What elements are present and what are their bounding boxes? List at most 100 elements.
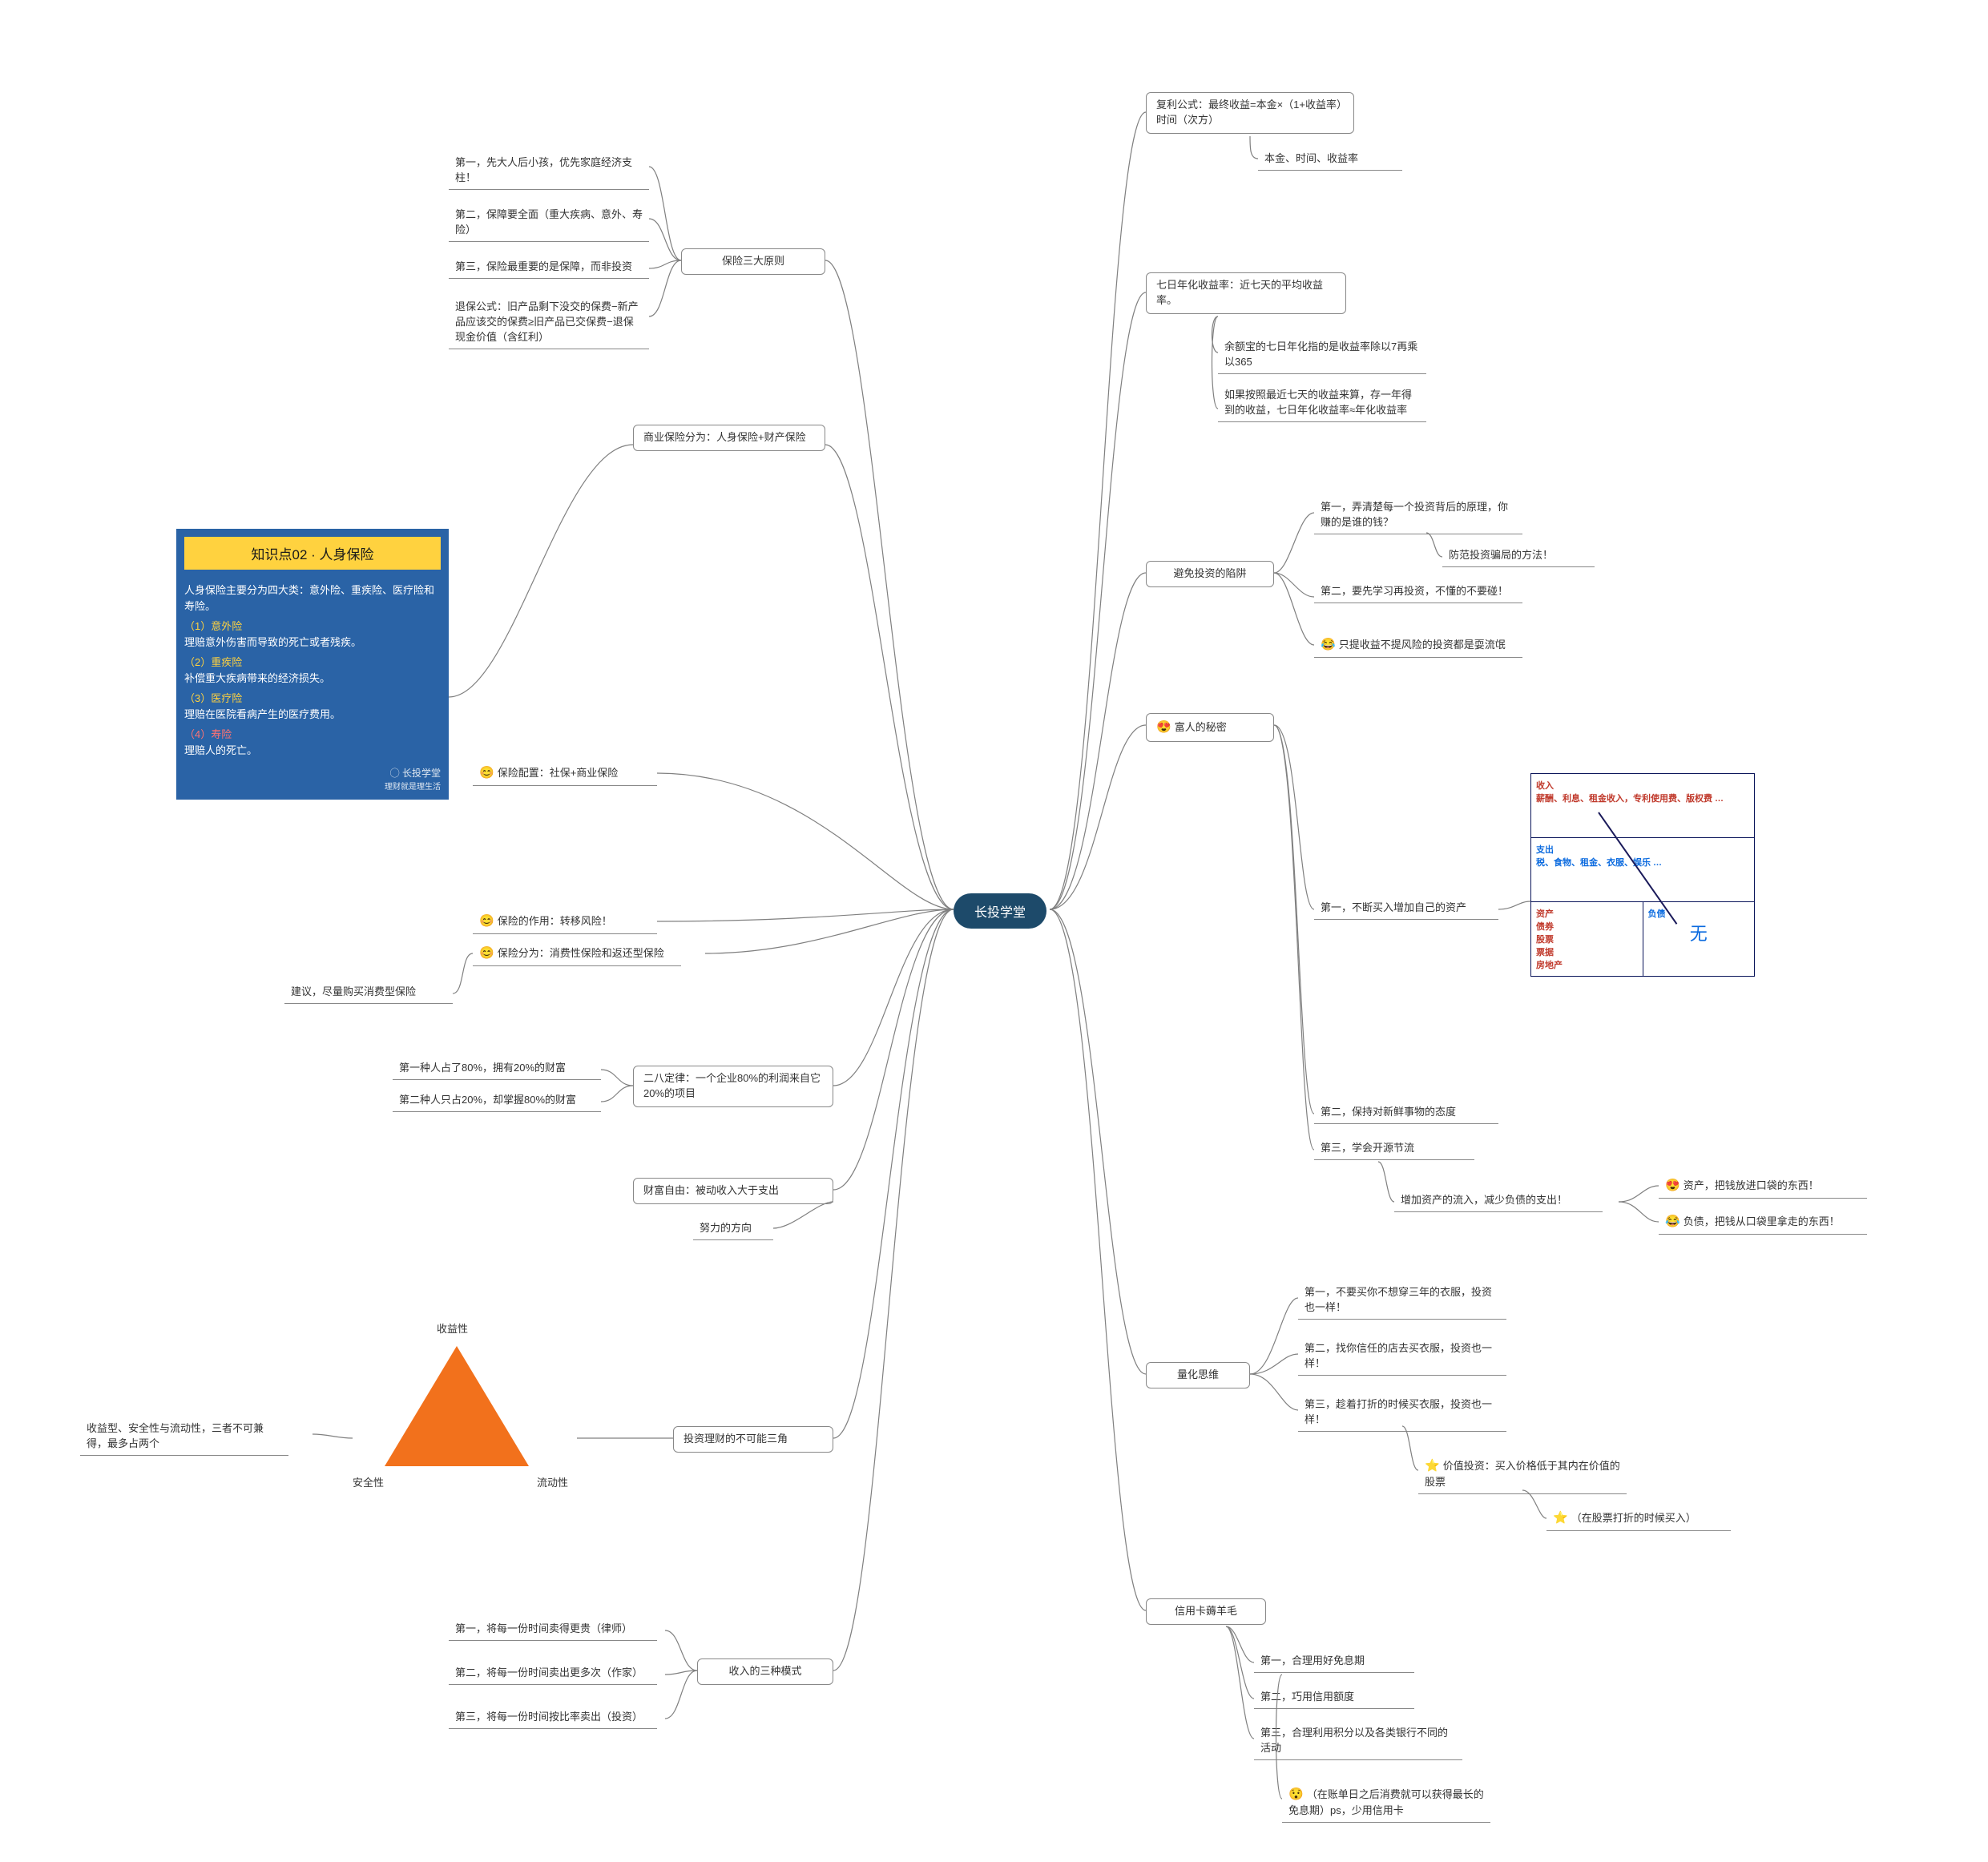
leaf: 余额宝的七日年化指的是收益率除以7再乘以365: [1218, 337, 1426, 374]
t: 第二，保持对新鲜事物的态度: [1321, 1106, 1456, 1118]
b: 无: [1648, 920, 1750, 945]
leaf: 防范投资骗局的方法！: [1442, 545, 1595, 567]
t: 第二，要先学习再投资，不懂的不要碰！: [1321, 585, 1508, 597]
leaf: 第一，先大人后小孩，优先家庭经济支柱！: [449, 152, 649, 190]
node-income-modes: 收入的三种模式: [697, 1658, 833, 1685]
leaf: 😊 保险分为：消费性保险和返还型保险: [473, 941, 681, 966]
node-avoid-trap: 避免投资的陷阱: [1146, 561, 1274, 587]
node-financial-freedom: 财富自由：被动收入大于支出: [633, 1178, 833, 1204]
info-card-insurance: 知识点02 · 人身保险 人身保险主要分为四大类：意外险、重疾险、医疗险和寿险。…: [176, 529, 449, 800]
t: 第三，将每一份时间按比率卖出（投资）: [455, 1711, 643, 1723]
t: 收入的三种模式: [728, 1665, 801, 1677]
node-commercial-insurance: 商业保险分为：人身保险+财产保险: [633, 425, 825, 451]
emoji: 😍: [1156, 720, 1171, 734]
t: 保险分为：消费性保险和返还型保险: [498, 947, 664, 959]
t: 财富自由：被动收入大于支出: [643, 1184, 779, 1196]
label: 保险三大原则: [722, 255, 784, 267]
node-compound: 复利公式：最终收益=本金×（1+收益率）时间（次方）: [1146, 92, 1354, 134]
leaf: 退保公式：旧产品剩下没交的保费−新产品应该交的保费≥旧产品已交保费−退保现金价值…: [449, 296, 649, 349]
leaf: ⭐价值投资：买入价格低于其内在价值的股票: [1418, 1454, 1627, 1494]
t: 第二，巧用信用额度: [1260, 1691, 1354, 1703]
t: 第三，学会开源节流: [1321, 1142, 1414, 1154]
root-text: 长投学堂: [974, 906, 1026, 920]
b: 税、食物、租金、衣服、娱乐 …: [1536, 858, 1662, 868]
leaf: 第三，将每一份时间按比率卖出（投资）: [449, 1707, 657, 1729]
t: 资产: [1536, 909, 1554, 919]
leaf: 第一，不要买你不想穿三年的衣服，投资也一样！: [1298, 1282, 1506, 1320]
t: 第二种人只占20%，却掌握80%的财富: [399, 1094, 576, 1106]
leaf: 第二种人只占20%，却掌握80%的财富: [393, 1090, 601, 1112]
emoji: 😊: [479, 946, 494, 960]
node-impossible-triangle: 投资理财的不可能三角: [673, 1426, 833, 1453]
root-node: 长投学堂: [954, 893, 1046, 929]
d: 理赔在医院看病产生的医疗费用。: [184, 708, 341, 720]
k: （3）医疗险: [184, 692, 242, 704]
t: 商业保险分为：人身保险+财产保险: [643, 431, 806, 443]
t: 复利公式：最终收益=本金×（1+收益率）时间（次方）: [1156, 99, 1342, 126]
leaf: 第二，要先学习再投资，不懂的不要碰！: [1314, 581, 1522, 603]
leaf: 第二，保持对新鲜事物的态度: [1314, 1102, 1498, 1124]
t: 退保公式：旧产品剩下没交的保费−新产品应该交的保费≥旧产品已交保费−退保现金价值…: [455, 300, 639, 343]
k: （2）重疾险: [184, 656, 242, 668]
leaf: 增加资产的流入，减少负债的支出！: [1394, 1190, 1603, 1212]
star-icon: ⭐: [1553, 1511, 1568, 1525]
s: 理财就是理生活: [385, 783, 441, 792]
leaf: 收益型、安全性与流动性，三者不可兼得，最多占两个: [80, 1418, 288, 1456]
t: 量化思维: [1177, 1368, 1219, 1380]
leaf: 第三，趁着打折的时候买衣服，投资也一样！: [1298, 1394, 1506, 1432]
t: 第二，保障要全面（重大疾病、意外、寿险）: [455, 208, 643, 236]
t: 第一，弄清楚每一个投资背后的原理，你赚的是谁的钱？: [1321, 501, 1508, 528]
leaf: 如果按照最近七天的收益来算，存一年得到的收益，七日年化收益率≈年化收益率: [1218, 385, 1426, 422]
node-rich-secret: 😍富人的秘密: [1146, 713, 1274, 742]
node-pareto: 二八定律：一个企业80%的利润来自它20%的项目: [633, 1066, 833, 1107]
t: 第三，趁着打折的时候买衣服，投资也一样！: [1304, 1398, 1492, 1425]
leaf: 😊保险的作用：转移风险！: [473, 909, 657, 934]
b: 薪酬、利息、租金收入，专利使用费、版权费 …: [1536, 794, 1724, 804]
t: 第一，将每一份时间卖得更贵（律师）: [455, 1622, 632, 1634]
t: 价值投资：买入价格低于其内在价值的股票: [1425, 1460, 1620, 1488]
k: （1）意外险: [184, 620, 242, 632]
leaf: 😂只提收益不提风险的投资都是耍流氓: [1314, 633, 1522, 658]
leaf: 第一，弄清楚每一个投资背后的原理，你赚的是谁的钱？: [1314, 497, 1522, 534]
card-body: 人身保险主要分为四大类：意外险、重疾险、医疗险和寿险。 （1）意外险理赔意外伤害…: [184, 582, 441, 758]
b: 长投学堂: [402, 768, 441, 779]
leaf: 第二，巧用信用额度: [1254, 1687, 1414, 1709]
leaf: 😂负债，把钱从口袋里拿走的东西！: [1659, 1210, 1867, 1235]
tri-top: 收益性: [437, 1320, 468, 1336]
t: 如果按照最近七天的收益来算，存一年得到的收益，七日年化收益率≈年化收益率: [1224, 389, 1412, 416]
leaf: 第一，合理用好免息期: [1254, 1650, 1414, 1673]
t: 收入: [1536, 781, 1554, 791]
node-insurance-config: 😊保险配置：社保+商业保险: [473, 761, 657, 786]
t: 第二，找你信任的店去买衣服，投资也一样！: [1304, 1342, 1492, 1369]
tri-right: 流动性: [537, 1474, 568, 1489]
d: 理赔人的死亡。: [184, 744, 257, 756]
leaf: 第三，学会开源节流: [1314, 1138, 1474, 1160]
emoji: 😯: [1288, 1787, 1304, 1801]
t: 第一，不断买入增加自己的资产: [1321, 901, 1466, 913]
leaf: 第三，保险最重要的是保障，而非投资: [449, 256, 649, 279]
t: 负债: [1648, 909, 1666, 919]
t: 信用卡薅羊毛: [1175, 1605, 1237, 1617]
d: 理赔意外伤害而导致的死亡或者残疾。: [184, 636, 361, 648]
leaf: 😍资产，把钱放进口袋的东西！: [1659, 1174, 1867, 1199]
leaf: 第二，找你信任的店去买衣服，投资也一样！: [1298, 1338, 1506, 1376]
k: （4）寿险: [184, 728, 232, 740]
t: 第一，不要买你不想穿三年的衣服，投资也一样！: [1304, 1286, 1492, 1313]
node-7day: 七日年化收益率：近七天的平均收益率。: [1146, 272, 1346, 314]
t: 二八定律：一个企业80%的利润来自它20%的项目: [643, 1072, 821, 1099]
t: 七日年化收益率：近七天的平均收益率。: [1156, 279, 1323, 306]
leaf: 第一，不断买入增加自己的资产: [1314, 897, 1498, 920]
leaf: 建议，尽量购买消费型保险: [284, 981, 453, 1004]
emoji: 😂: [1321, 638, 1336, 651]
t: 收益型、安全性与流动性，三者不可兼得，最多占两个: [87, 1422, 264, 1449]
star-icon: ⭐: [1425, 1459, 1440, 1473]
triangle-graphic: [385, 1346, 529, 1466]
lead: 人身保险主要分为四大类：意外险、重疾险、医疗险和寿险。: [184, 582, 441, 614]
leaf: 第二，将每一份时间卖出更多次（作家）: [449, 1662, 657, 1685]
t: 第一，合理用好免息期: [1260, 1654, 1365, 1667]
t: 避免投资的陷阱: [1173, 567, 1246, 579]
t: 知识点02 · 人身保险: [251, 547, 373, 562]
emoji: 😂: [1665, 1215, 1680, 1228]
emoji: 😍: [1665, 1179, 1680, 1192]
t: 第一种人占了80%，拥有20%的财富: [399, 1062, 566, 1074]
